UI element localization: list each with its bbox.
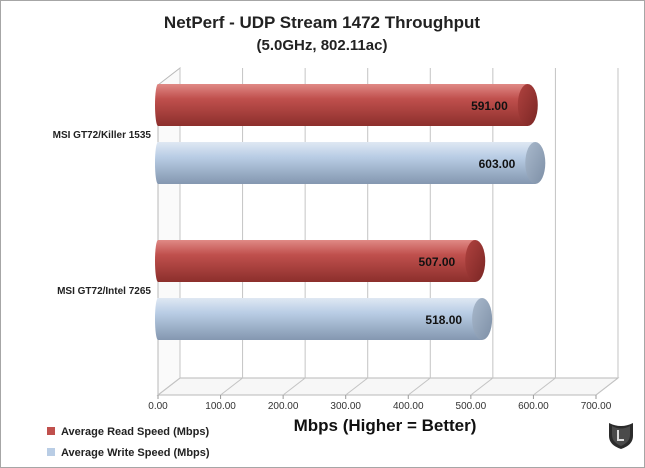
chart-title: NetPerf - UDP Stream 1472 Throughput — [164, 13, 480, 32]
x-tick-label: 500.00 — [456, 401, 487, 412]
legend-label-write: Average Write Speed (Mbps) — [61, 447, 210, 459]
x-tick-label: 300.00 — [330, 401, 361, 412]
category-labels: MSI GT72/Killer 1535 MSI GT72/Intel 7265 — [53, 130, 152, 297]
chart-subtitle: (5.0GHz, 802.11ac) — [257, 37, 388, 54]
bars: 591.00 603.00 507.00 518.00 — [155, 84, 546, 340]
gridline-floor — [282, 377, 306, 396]
bar: 591.00 — [155, 84, 538, 126]
bar-base — [155, 84, 161, 126]
bar: 507.00 — [155, 240, 486, 282]
legend-swatch-write — [47, 448, 55, 456]
legend-swatch-read — [47, 427, 55, 435]
gridline-floor — [157, 377, 181, 396]
x-tick-label: 400.00 — [393, 401, 424, 412]
x-tick-label: 0.00 — [148, 401, 168, 412]
bar-cap — [525, 142, 546, 184]
gridline-floor — [345, 377, 369, 396]
x-tick-label: 200.00 — [268, 401, 299, 412]
x-tick-label: 100.00 — [205, 401, 236, 412]
data-label: 507.00 — [419, 255, 456, 269]
legend: Average Read Speed (Mbps) Average Write … — [47, 426, 210, 459]
bar-base — [155, 142, 161, 184]
category-label: MSI GT72/Killer 1535 — [53, 130, 152, 141]
legend-label-read: Average Read Speed (Mbps) — [61, 426, 209, 438]
bar-body — [158, 298, 483, 340]
gridline-floor — [533, 377, 556, 396]
category-label: MSI GT72/Intel 7265 — [57, 286, 151, 297]
bar-base — [155, 240, 161, 282]
bar: 603.00 — [155, 142, 546, 184]
bar-body — [158, 240, 476, 282]
gridline-floor — [220, 377, 243, 396]
data-label: 603.00 — [479, 157, 516, 171]
data-label: 518.00 — [425, 313, 462, 327]
bar-cap — [517, 84, 538, 126]
bar-body — [158, 142, 536, 184]
x-tick-label: 700.00 — [581, 401, 612, 412]
x-axis-ticks: 0.00 100.00 200.00 300.00 400.00 500.00 600.00… — [148, 395, 612, 412]
data-label: 591.00 — [471, 99, 508, 113]
gridline-floor — [407, 377, 431, 396]
gridline-floor — [595, 377, 619, 396]
gridline-floor — [470, 377, 494, 396]
x-axis-label: Mbps (Higher = Better) — [294, 416, 477, 435]
bar-base — [155, 298, 161, 340]
bar-cap — [465, 240, 486, 282]
legit-reviews-logo-icon — [609, 423, 633, 449]
floor — [156, 377, 620, 396]
x-tick-label: 600.00 — [518, 401, 549, 412]
bar-body — [158, 84, 528, 126]
bar-cap — [472, 298, 493, 340]
bar: 518.00 — [155, 298, 493, 340]
